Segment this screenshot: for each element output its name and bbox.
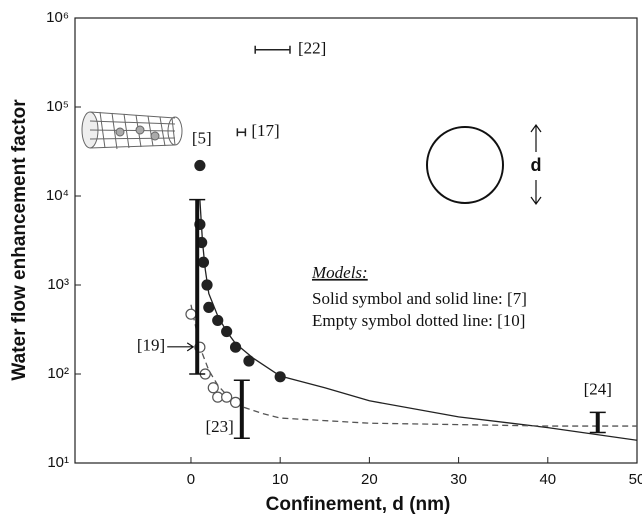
data-point <box>221 325 233 338</box>
pore-diagram <box>426 123 542 206</box>
x-axis-title: Confinement, d (nm) <box>266 494 451 515</box>
diagram-label: d <box>531 155 542 175</box>
x-tick-label: 20 <box>361 471 378 488</box>
y-axis-title: Water flow enhancement factor <box>9 99 30 381</box>
y-tick-label: 10⁵ <box>46 98 69 115</box>
y-tick-label: 10² <box>47 365 69 382</box>
data-point <box>274 371 286 383</box>
data-point <box>194 159 206 172</box>
data-point <box>243 355 255 367</box>
legend-entry: Empty symbol dotted line: [10] <box>312 311 525 330</box>
y-tick-label: 10³ <box>47 276 69 293</box>
measurement-label: [19] <box>137 336 165 355</box>
y-tick-label: 10⁶ <box>46 9 69 26</box>
legend-entry: Solid symbol and solid line: [7] <box>312 289 527 308</box>
x-tick-label: 30 <box>450 471 467 488</box>
y-tick-label: 10¹ <box>47 454 69 471</box>
measurement-label: [17] <box>251 121 279 140</box>
nanotube-image <box>81 111 183 150</box>
plot-frame <box>74 17 638 464</box>
x-tick-label: 0 <box>187 471 195 488</box>
point-annotation: [5] <box>192 128 212 147</box>
data-point <box>221 391 233 403</box>
y-tick-label: 10⁴ <box>46 187 69 204</box>
x-tick-label: 10 <box>272 471 289 488</box>
data-point <box>197 256 210 268</box>
data-point <box>185 308 197 320</box>
legend-title: Models: <box>311 263 368 282</box>
data-point <box>229 396 242 408</box>
x-tick-label: 50 <box>629 471 642 488</box>
x-tick-label: 40 <box>539 471 556 488</box>
data-point <box>229 341 242 353</box>
data-point <box>201 279 213 291</box>
data-point <box>212 314 224 327</box>
label-arrow <box>167 342 195 352</box>
model-line <box>199 200 638 441</box>
data-point <box>203 301 215 314</box>
measurement-label: [22] <box>298 39 326 58</box>
measurement-label: [24] <box>584 379 612 398</box>
data-point <box>207 382 219 394</box>
measurement-label: [23] <box>205 417 233 436</box>
